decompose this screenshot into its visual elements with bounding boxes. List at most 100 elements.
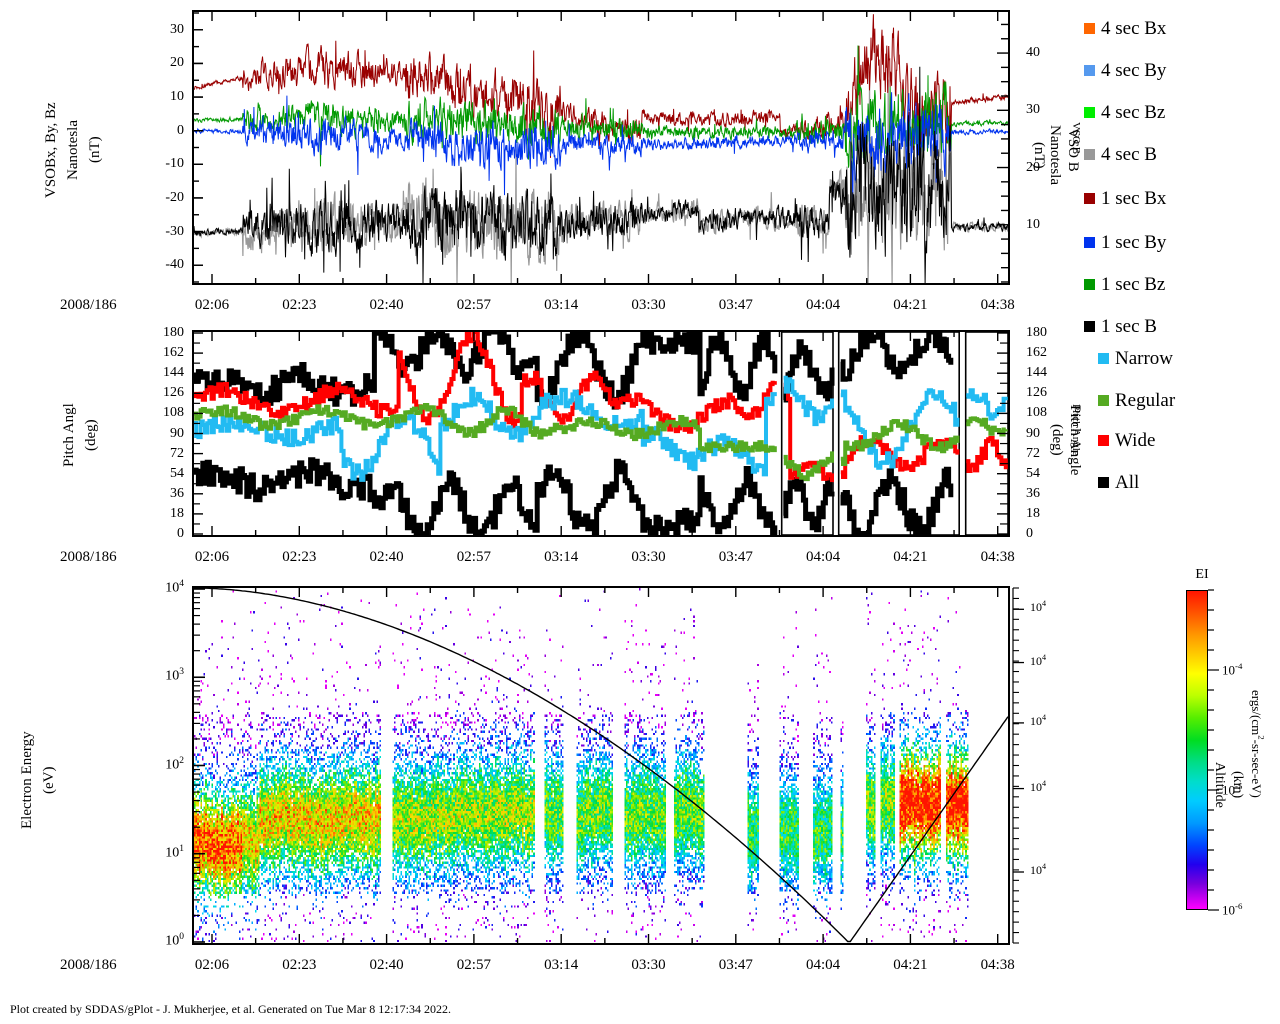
spectrogram-cells <box>194 588 969 943</box>
pitch-ytick-label: 0 <box>177 526 184 541</box>
legend-item[interactable]: 4 sec B <box>1084 144 1157 164</box>
altitude-ytick-label: 104 <box>1030 862 1047 877</box>
spacecraft-altitude-curve <box>194 588 1008 943</box>
magnetic-ylabel-left: VSOBx, By, Bz <box>43 102 59 198</box>
altitude-axis-label-3: (km) <box>1230 771 1245 799</box>
legend-item-label: 4 sec By <box>1101 59 1167 81</box>
legend-color-swatch <box>1084 236 1095 248</box>
xaxis-tick-label: 02:06 <box>194 549 230 565</box>
legend-group-label-pitch-angle: Pitch Angle <box>1070 404 1082 456</box>
xaxis-tick-label: 03:14 <box>544 549 579 565</box>
legend-item[interactable]: 4 sec Bx <box>1084 18 1166 38</box>
magnetic-trace-1sec-By <box>194 92 1008 203</box>
legend-item[interactable]: All <box>1098 472 1139 492</box>
magnetic-trace-1sec-Bz <box>194 45 1008 171</box>
pitch-ytick-label-right: 72 <box>1026 445 1040 461</box>
xaxis-tick-label: 02:40 <box>369 297 404 313</box>
pitch-ytick-label: 72 <box>170 445 184 461</box>
magnetic-ytick-label: 20 <box>170 55 184 71</box>
pitch-trace-wide <box>194 332 1008 483</box>
pitch-data-segment-box <box>964 332 1008 535</box>
legend-group-label-vso-b: VSO B <box>1070 122 1082 155</box>
pitch-angle-panel <box>192 330 1010 537</box>
xaxis-tick-label: 04:38 <box>980 957 1015 973</box>
date-label-panel1: 2008/186 <box>60 297 117 313</box>
legend-item-label: Regular <box>1115 389 1176 411</box>
xaxis-tick-label: 02:23 <box>282 957 317 973</box>
xaxis-tick-label: 03:14 <box>544 957 579 973</box>
magnetic-ytick-label: -10 <box>165 156 184 172</box>
spectrogram-ytick-label: 102 <box>165 755 184 773</box>
spectrogram-ytick-label: 101 <box>165 843 184 861</box>
legend-color-swatch <box>1084 106 1095 118</box>
legend-color-swatch <box>1098 352 1109 364</box>
xaxis-tick-label: 04:38 <box>980 297 1015 313</box>
colorbar-title: EI <box>1195 567 1209 582</box>
legend-color-swatch <box>1084 148 1095 160</box>
pitch-ytick-label: 108 <box>163 405 184 421</box>
legend-color-swatch <box>1098 394 1109 406</box>
xaxis-tick-label: 04:04 <box>806 549 841 565</box>
pitch-ytick-label: 36 <box>170 485 184 501</box>
legend-item-label: 1 sec Bx <box>1101 187 1167 209</box>
magnetic-trace-1sec-B <box>194 66 1008 283</box>
xaxis-tick-label: 03:30 <box>631 549 666 565</box>
pitch-trace-narrow <box>194 375 1008 482</box>
legend: 4 sec Bx 4 sec By 4 sec Bz 4 sec B 1 sec Bx 1… <box>1084 0 1280 500</box>
pitch-ytick-label: 18 <box>170 505 184 521</box>
xaxis-tick-label: 02:57 <box>456 297 491 313</box>
magnetic-field-panel <box>192 10 1010 285</box>
xaxis-tick-label: 03:47 <box>718 297 753 313</box>
pitch-ytick-label-right: 54 <box>1026 465 1040 481</box>
xaxis-tick-label: 02:06 <box>194 957 230 973</box>
pitch-ytick-label: 162 <box>163 345 184 361</box>
xaxis-tick-label: 03:47 <box>718 957 753 973</box>
magnetic-trace-1sec-Bx <box>194 14 1008 158</box>
xaxis-tick-label: 04:04 <box>806 957 841 973</box>
pitch-ytick-label: 144 <box>163 365 184 381</box>
legend-color-swatch <box>1098 476 1109 488</box>
magnetic-ylabel-left-unit-abbr: (nT) <box>87 136 103 164</box>
colorbar-tick-label: 10-6 <box>1222 901 1243 918</box>
pitch-ytick-label-right: 0 <box>1026 526 1033 541</box>
pitch-ytick-label-right: 36 <box>1026 485 1040 501</box>
colorbar <box>1186 590 1208 910</box>
legend-item-label: All <box>1115 471 1140 493</box>
legend-item[interactable]: 1 sec B <box>1084 316 1157 336</box>
xaxis-tick-label: 04:38 <box>980 549 1015 565</box>
footer-credit: Plot created by SDDAS/gPlot - J. Mukherj… <box>10 1002 451 1016</box>
magnetic-ytick-label-right: 20 <box>1026 159 1040 175</box>
spectrogram-ytick-label: 104 <box>165 579 184 596</box>
xaxis-tick-label: 02:40 <box>369 957 404 973</box>
electron-energy-spectrogram <box>194 588 1008 943</box>
legend-item[interactable]: Narrow <box>1098 348 1173 368</box>
pitch-ytick-label-right: 180 <box>1026 325 1047 340</box>
colorbar-ticks <box>1208 589 1219 911</box>
legend-item[interactable]: 1 sec Bx <box>1084 188 1166 208</box>
magnetic-ytick-label: -40 <box>165 257 184 273</box>
altitude-ytick-label: 104 <box>1030 712 1047 728</box>
legend-item[interactable]: 1 sec By <box>1084 232 1166 252</box>
legend-item[interactable]: 4 sec By <box>1084 60 1166 80</box>
altitude-ytick-label: 104 <box>1030 652 1047 668</box>
legend-color-swatch <box>1084 64 1095 76</box>
legend-color-swatch <box>1084 22 1095 34</box>
legend-item[interactable]: 1 sec Bz <box>1084 274 1165 294</box>
legend-item[interactable]: Regular <box>1098 390 1175 410</box>
xaxis-tick-label: 04:21 <box>893 549 928 565</box>
pitch-ytick-label: 180 <box>163 325 184 340</box>
legend-item-label: 4 sec Bz <box>1101 101 1166 123</box>
legend-item[interactable]: 4 sec Bz <box>1084 102 1165 122</box>
magnetic-ytick-label-right: 40 <box>1026 45 1040 61</box>
magnetic-ytick-label: 0 <box>177 122 184 138</box>
magnetic-ylabel-right-units: Nanotesla <box>1047 125 1063 185</box>
magnetic-ylabel-right: VSO B <box>1065 128 1081 172</box>
date-label-panel3: 2008/186 <box>60 957 117 973</box>
xaxis-tick-label: 03:30 <box>631 297 666 313</box>
magnetic-ytick-label: 30 <box>170 21 184 37</box>
electron-energy-panel <box>192 586 1010 945</box>
legend-item[interactable]: Wide <box>1098 430 1155 450</box>
pitch-ytick-label-right: 126 <box>1026 385 1047 401</box>
pitch-trace-regular <box>194 403 1008 482</box>
pitch-ytick-label: 126 <box>163 385 184 401</box>
